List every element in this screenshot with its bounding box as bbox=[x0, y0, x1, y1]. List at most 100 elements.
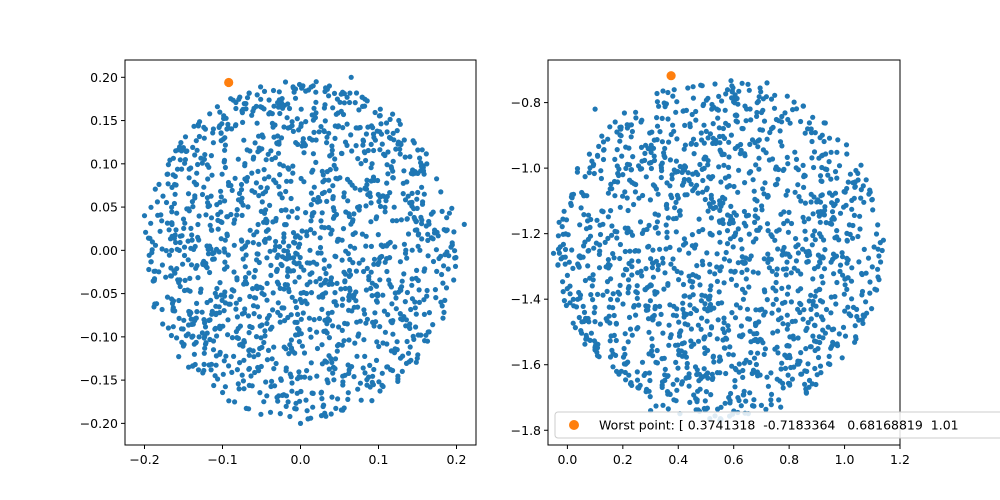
right-data-point bbox=[713, 205, 718, 210]
left-data-point bbox=[393, 147, 398, 152]
right-data-point bbox=[585, 336, 590, 341]
left-data-point bbox=[202, 157, 207, 162]
left-data-point bbox=[176, 298, 181, 303]
left-data-point bbox=[205, 300, 210, 305]
left-data-point bbox=[190, 204, 195, 209]
right-data-point bbox=[646, 244, 651, 249]
right-data-point bbox=[737, 361, 742, 366]
right-x-ticks: 0.0 0.2 0.4 0.6 0.8 1.0 1.2 bbox=[557, 445, 909, 467]
right-data-point bbox=[562, 298, 567, 303]
left-data-point bbox=[408, 358, 413, 363]
right-data-point bbox=[788, 121, 793, 126]
right-data-point bbox=[812, 323, 817, 328]
right-data-point bbox=[816, 355, 821, 360]
right-data-point bbox=[592, 305, 597, 310]
right-data-point bbox=[685, 85, 690, 90]
left-data-point bbox=[326, 225, 331, 230]
right-data-point bbox=[676, 277, 681, 282]
left-data-point bbox=[345, 321, 350, 326]
left-data-point bbox=[211, 140, 216, 145]
left-data-point bbox=[433, 295, 438, 300]
right-data-point bbox=[577, 315, 582, 320]
left-data-point bbox=[174, 335, 179, 340]
left-data-point bbox=[378, 113, 383, 118]
left-data-point bbox=[405, 339, 410, 344]
left-data-point bbox=[236, 326, 241, 331]
left-data-point bbox=[224, 116, 229, 121]
left-data-point bbox=[392, 205, 397, 210]
left-data-point bbox=[166, 325, 171, 330]
left-data-point bbox=[261, 399, 266, 404]
right-data-point bbox=[691, 84, 696, 89]
right-data-point bbox=[728, 204, 733, 209]
left-data-point bbox=[289, 209, 294, 214]
left-data-point bbox=[278, 191, 283, 196]
left-data-point bbox=[335, 396, 340, 401]
right-data-point bbox=[650, 265, 655, 270]
right-data-point bbox=[635, 296, 640, 301]
left-data-point bbox=[271, 290, 276, 295]
right-data-point bbox=[689, 182, 694, 187]
right-data-point bbox=[721, 163, 726, 168]
right-data-point bbox=[741, 126, 746, 131]
right-data-point bbox=[762, 119, 767, 124]
right-data-point bbox=[762, 352, 767, 357]
left-data-point bbox=[236, 197, 241, 202]
right-data-point bbox=[685, 361, 690, 366]
right-data-point bbox=[776, 307, 781, 312]
left-data-point bbox=[442, 252, 447, 257]
left-data-point bbox=[163, 275, 168, 280]
right-data-point bbox=[570, 266, 575, 271]
left-data-point bbox=[305, 408, 310, 413]
left-data-point bbox=[225, 317, 230, 322]
right-data-point bbox=[666, 140, 671, 145]
left-data-point bbox=[282, 345, 287, 350]
right-data-point bbox=[563, 262, 568, 267]
left-data-point bbox=[256, 193, 261, 198]
right-data-point bbox=[709, 324, 714, 329]
left-data-point bbox=[167, 158, 172, 163]
right-data-point bbox=[702, 335, 707, 340]
left-data-point bbox=[158, 212, 163, 217]
left-data-point bbox=[347, 257, 352, 262]
left-data-point bbox=[326, 311, 331, 316]
right-data-point bbox=[735, 102, 740, 107]
left-data-point bbox=[256, 222, 261, 227]
right-data-point bbox=[855, 234, 860, 239]
left-data-point bbox=[246, 270, 251, 275]
left-data-point bbox=[160, 262, 165, 267]
right-data-point bbox=[697, 282, 702, 287]
left-data-point bbox=[239, 239, 244, 244]
right-data-point bbox=[740, 81, 745, 86]
right-data-point bbox=[662, 270, 667, 275]
right-x-tick-label: 0.8 bbox=[779, 452, 799, 467]
right-data-point bbox=[809, 344, 814, 349]
left-data-point bbox=[192, 352, 197, 357]
right-data-point bbox=[717, 240, 722, 245]
right-data-point bbox=[581, 212, 586, 217]
right-data-point bbox=[775, 246, 780, 251]
right-data-point bbox=[810, 334, 815, 339]
left-data-point bbox=[345, 177, 350, 182]
left-data-point bbox=[365, 266, 370, 271]
right-data-point bbox=[778, 128, 783, 133]
left-data-point bbox=[175, 247, 180, 252]
left-data-point bbox=[173, 227, 178, 232]
right-data-point bbox=[595, 153, 600, 158]
right-data-point bbox=[767, 130, 772, 135]
left-data-point bbox=[337, 100, 342, 105]
right-data-point bbox=[853, 323, 858, 328]
left-data-point bbox=[259, 291, 264, 296]
right-data-point bbox=[711, 200, 716, 205]
right-data-point bbox=[763, 346, 768, 351]
left-data-point bbox=[268, 249, 273, 254]
left-data-point bbox=[330, 323, 335, 328]
right-data-point bbox=[718, 405, 723, 410]
right-data-point bbox=[714, 264, 719, 269]
right-data-point bbox=[831, 271, 836, 276]
left-data-point bbox=[246, 348, 251, 353]
left-data-point bbox=[427, 310, 432, 315]
right-data-point bbox=[785, 161, 790, 166]
left-data-point bbox=[318, 235, 323, 240]
right-data-point bbox=[809, 155, 814, 160]
